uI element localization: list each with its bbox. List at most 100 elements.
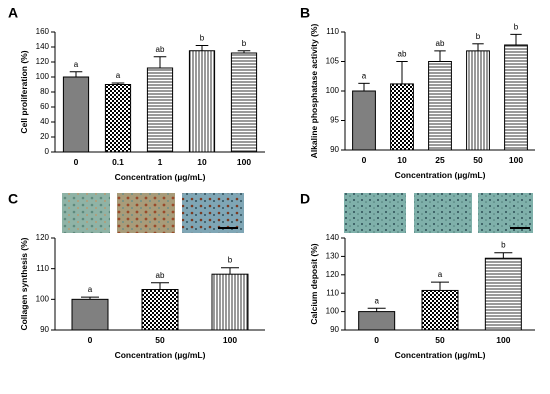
x-axis-title: Concentration (µg/mL): [395, 350, 486, 360]
x-axis-title: Concentration (µg/mL): [115, 350, 206, 360]
significance-letter: a: [374, 296, 379, 305]
y-tick-label: 110: [36, 264, 49, 273]
y-axis-title: Alkaline phosphatase activity (%): [309, 24, 319, 159]
y-tick-label: 100: [36, 72, 50, 81]
error-bar: [237, 50, 251, 53]
significance-letter: b: [242, 39, 247, 48]
y-tick-label: 105: [326, 57, 340, 66]
significance-letter: ab: [156, 271, 165, 280]
significance-letter: a: [362, 71, 367, 80]
x-axis-title: Concentration (µg/mL): [395, 170, 486, 180]
y-tick-label: 90: [330, 325, 339, 334]
x-tick-label: 0: [374, 335, 379, 345]
significance-letter: ab: [398, 50, 407, 59]
y-tick-label: 100: [326, 307, 340, 316]
panel-label: C: [8, 191, 18, 207]
error-bar: [221, 267, 239, 275]
x-tick-label: 10: [397, 155, 407, 165]
panel-label: A: [8, 5, 18, 21]
x-tick-label: 10: [197, 157, 207, 167]
y-axis-title: Cell proliferation (%): [19, 50, 29, 133]
y-tick-label: 20: [40, 132, 49, 141]
panel-label: B: [300, 5, 310, 21]
x-tick-label: 50: [435, 335, 445, 345]
bar: [104, 84, 132, 153]
bar: [352, 90, 376, 151]
error-bar: [81, 296, 99, 300]
y-tick-label: 120: [36, 57, 50, 66]
error-bar: [151, 282, 169, 290]
error-bar: [434, 50, 446, 62]
y-tick-label: 100: [36, 294, 50, 303]
significance-letter: ab: [436, 39, 445, 48]
y-tick-label: 130: [326, 252, 340, 261]
y-tick-label: 60: [40, 102, 49, 111]
error-bar: [195, 45, 209, 51]
error-bar: [69, 71, 83, 77]
error-bar: [510, 33, 522, 45]
y-tick-label: 90: [330, 145, 339, 154]
x-tick-label: 100: [223, 335, 237, 345]
bar: [71, 298, 109, 331]
x-tick-label: 50: [473, 155, 483, 165]
significance-letter: ab: [156, 45, 165, 54]
y-tick-label: 40: [40, 117, 49, 126]
significance-letter: b: [200, 34, 205, 43]
bar: [230, 52, 258, 153]
bar: [188, 50, 216, 153]
significance-letter: b: [501, 241, 506, 250]
significance-letter: b: [476, 32, 481, 41]
x-tick-label: 0: [362, 155, 367, 165]
x-tick-label: 100: [496, 335, 510, 345]
y-tick-label: 110: [326, 27, 339, 36]
bar: [390, 83, 414, 151]
y-tick-label: 120: [36, 233, 50, 242]
error-bar: [153, 56, 167, 68]
y-tick-label: 95: [330, 116, 339, 125]
bar: [358, 311, 396, 331]
x-tick-label: 0: [74, 157, 79, 167]
error-bar: [494, 252, 513, 259]
error-bar: [431, 281, 449, 291]
x-tick-label: 25: [435, 155, 445, 165]
x-tick-label: 1: [158, 157, 163, 167]
significance-letter: a: [88, 285, 93, 294]
micrographs: [62, 193, 533, 233]
y-tick-label: 0: [45, 147, 50, 156]
x-tick-label: 100: [237, 157, 251, 167]
y-axis-title: Calcium deposit (%): [309, 243, 319, 324]
y-tick-label: 100: [326, 86, 340, 95]
x-tick-label: 0.1: [112, 157, 124, 167]
y-tick-label: 140: [36, 42, 50, 51]
y-tick-label: 80: [40, 87, 49, 96]
y-tick-label: 110: [326, 288, 339, 297]
bar: [421, 289, 459, 331]
error-bar: [472, 43, 484, 51]
error-bar: [396, 61, 408, 84]
significance-letter: b: [228, 256, 233, 265]
bar: [141, 289, 179, 331]
error-bar: [358, 82, 370, 91]
bar: [428, 61, 452, 151]
bar: [211, 273, 249, 331]
significance-letter: a: [116, 71, 121, 80]
error-bar: [111, 82, 125, 85]
panel-label: D: [300, 191, 310, 207]
y-tick-label: 120: [326, 270, 340, 279]
y-tick-label: 90: [40, 325, 49, 334]
bar: [484, 257, 522, 331]
x-axis-title: Concentration (µg/mL): [115, 172, 206, 182]
x-tick-label: 100: [509, 155, 523, 165]
significance-letter: a: [74, 60, 79, 69]
bar: [504, 44, 528, 151]
bar: [62, 76, 90, 153]
bar: [146, 67, 174, 153]
error-bar: [367, 307, 386, 312]
bar: [466, 50, 490, 151]
y-tick-label: 160: [36, 27, 50, 36]
x-tick-label: 0: [88, 335, 93, 345]
significance-letter: a: [438, 270, 443, 279]
significance-letter: b: [514, 22, 519, 31]
x-tick-label: 50: [155, 335, 165, 345]
